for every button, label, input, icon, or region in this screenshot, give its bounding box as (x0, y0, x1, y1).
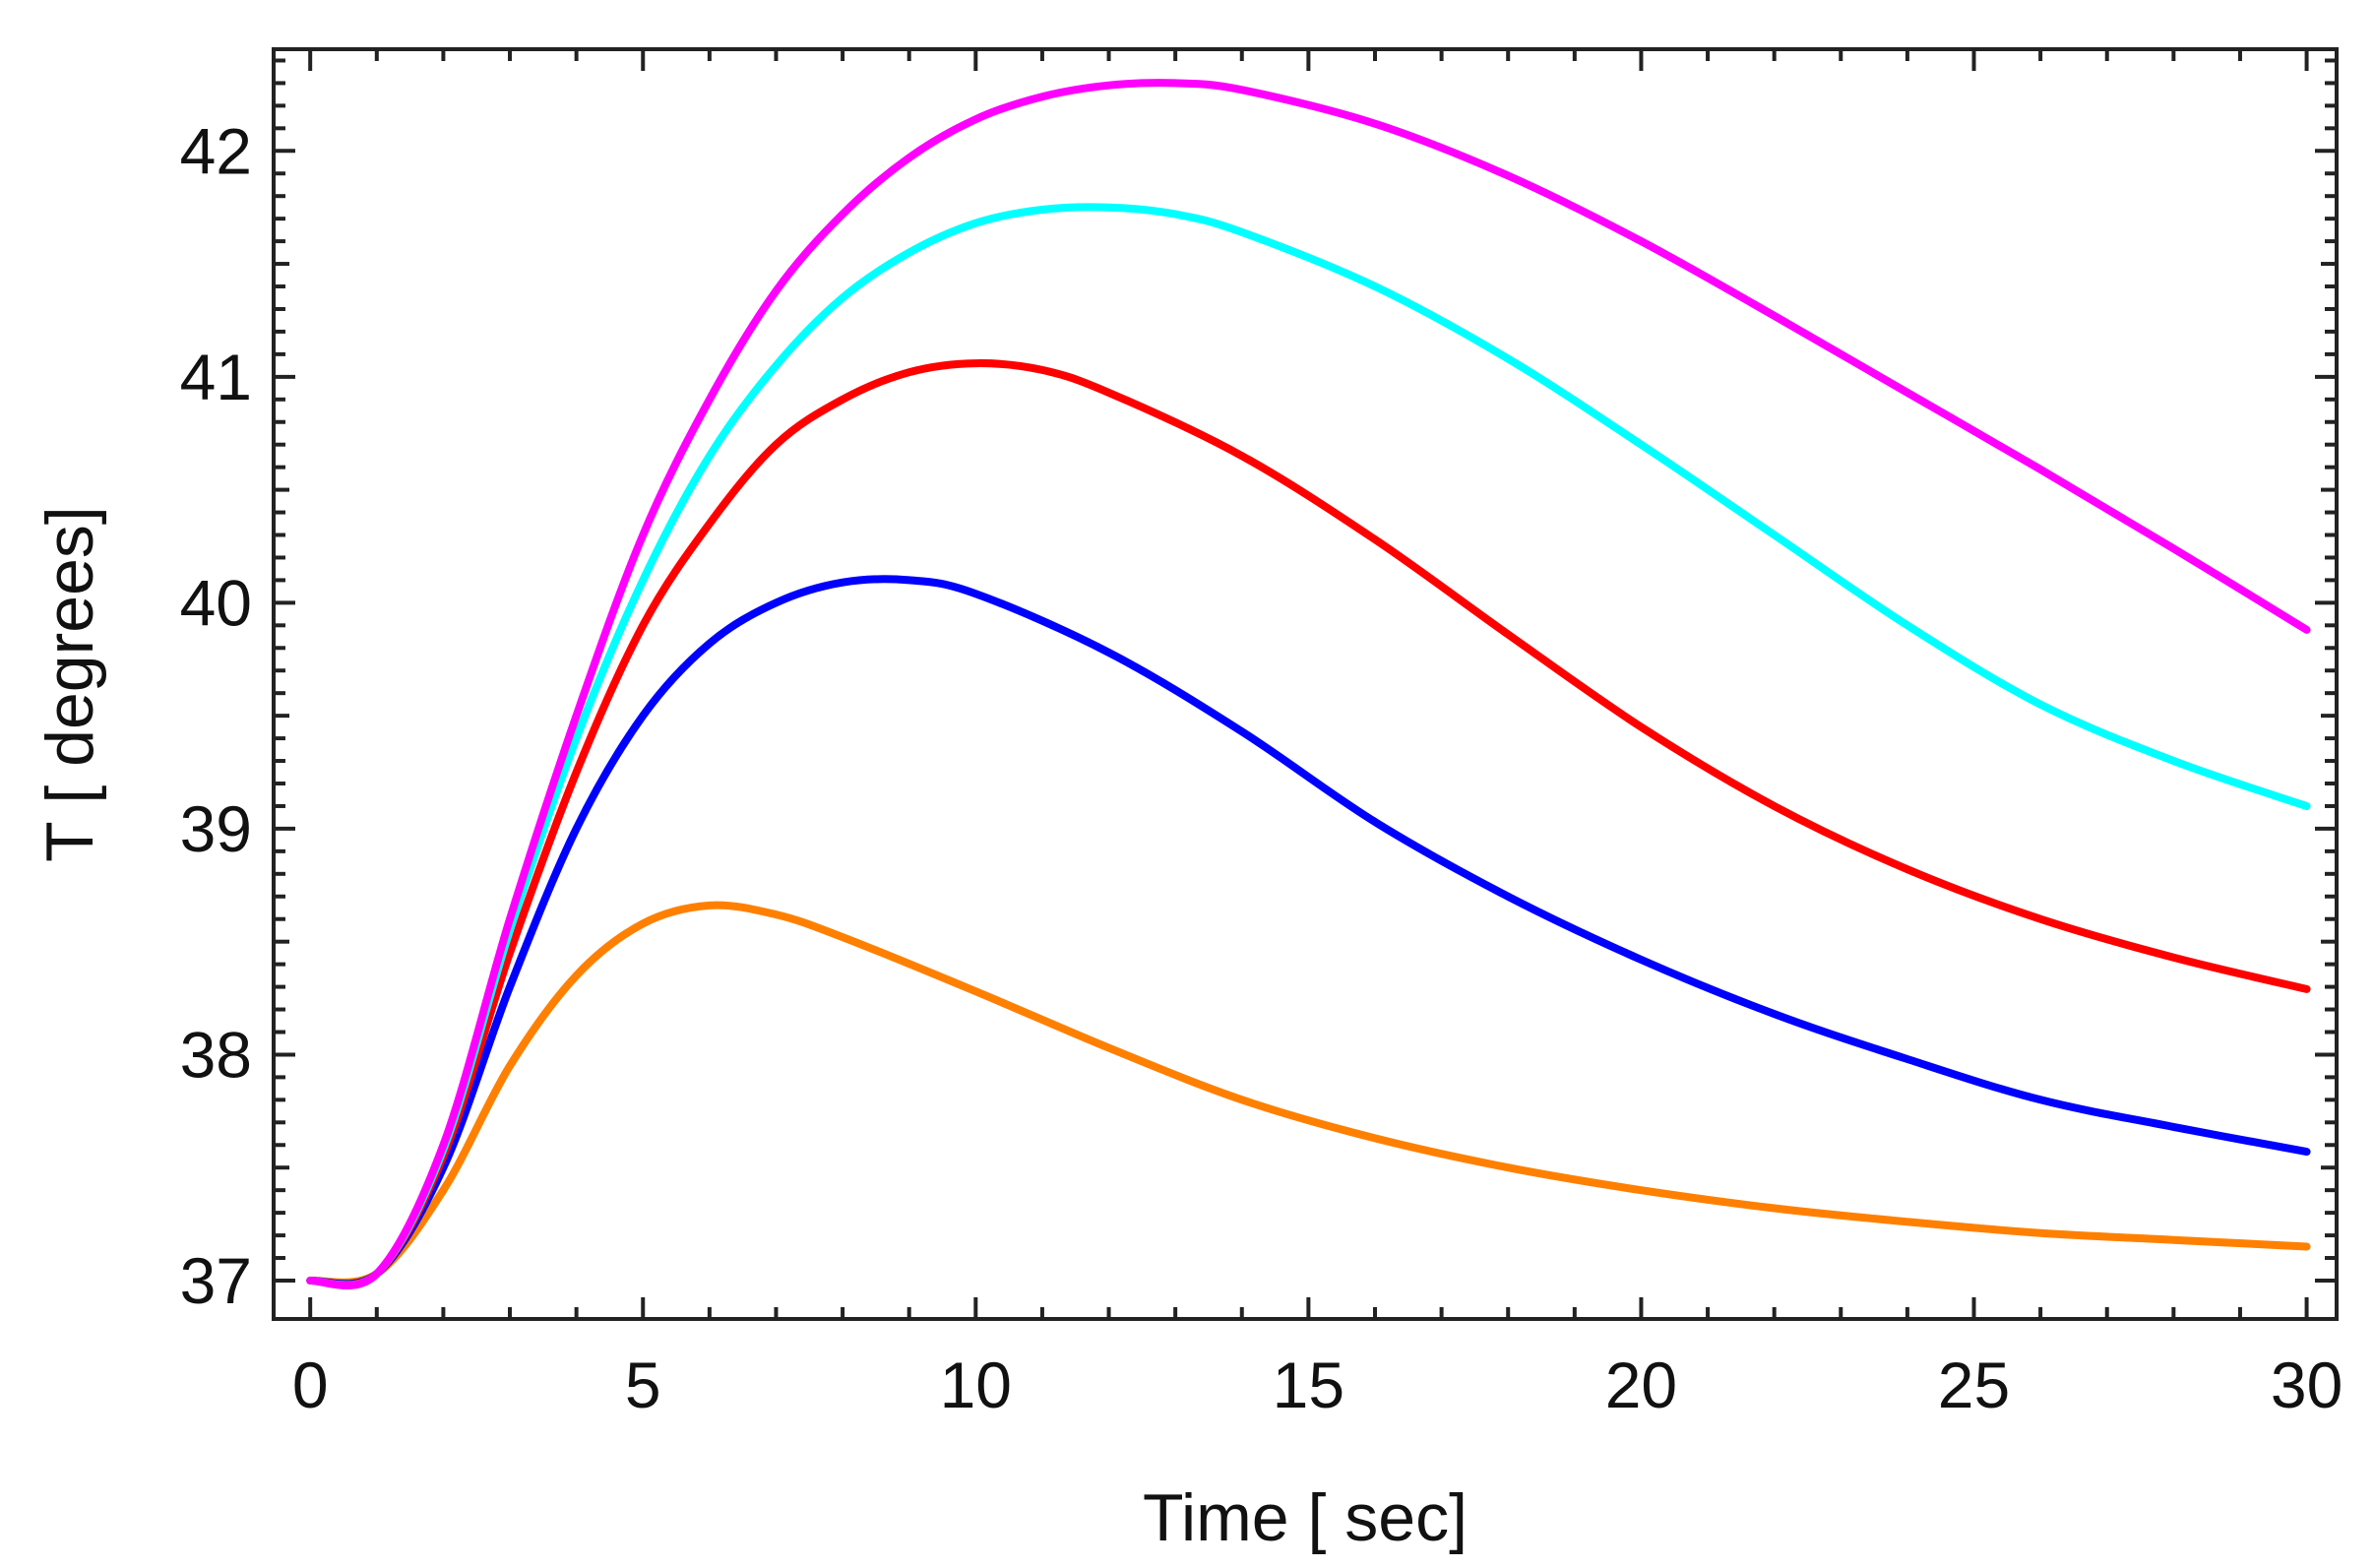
x-tick-label: 0 (292, 1348, 329, 1421)
series-line-blue (306, 575, 2311, 1288)
y-tick-label: 40 (180, 566, 252, 639)
series-line-red (306, 359, 2311, 1289)
series-line-orange (306, 901, 2311, 1286)
x-tick-label: 25 (1938, 1348, 2010, 1421)
x-tick-label: 5 (625, 1348, 661, 1421)
y-tick-label: 42 (180, 114, 252, 187)
x-tick-label: 15 (1273, 1348, 1344, 1421)
series-line-magenta (306, 79, 2311, 1290)
y-tick-label: 39 (180, 792, 252, 865)
x-tick-label: 30 (2271, 1348, 2343, 1421)
label-layer: 0 5 10 15 20 25 30 37 38 39 40 41 42 (180, 114, 2343, 1421)
x-axis-title: Time [ sec] (1143, 1480, 1468, 1555)
plot-frame (272, 47, 2339, 1321)
series-line-cyan (306, 203, 2311, 1289)
y-tick-label: 37 (180, 1244, 252, 1317)
y-tick-label: 41 (180, 341, 252, 413)
y-axis-title: T [ degrees] (32, 506, 107, 862)
x-tick-label: 10 (940, 1348, 1012, 1421)
series-layer (306, 79, 2311, 1290)
y-tick-label: 38 (180, 1018, 252, 1091)
x-tick-label: 20 (1605, 1348, 1677, 1421)
